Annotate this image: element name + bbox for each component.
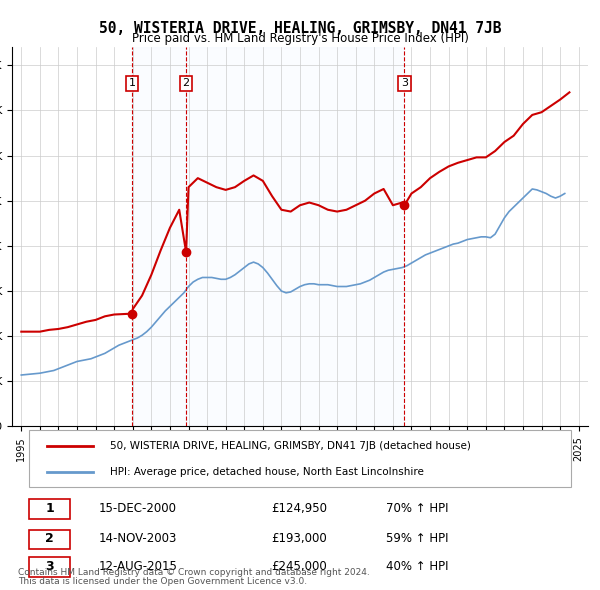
Text: Contains HM Land Registry data © Crown copyright and database right 2024.: Contains HM Land Registry data © Crown c… — [18, 568, 370, 577]
Text: 12-AUG-2015: 12-AUG-2015 — [98, 559, 177, 572]
Text: 70% ↑ HPI: 70% ↑ HPI — [386, 502, 449, 515]
FancyBboxPatch shape — [29, 530, 70, 549]
Text: 14-NOV-2003: 14-NOV-2003 — [98, 532, 177, 545]
Text: 3: 3 — [45, 559, 54, 572]
Text: This data is licensed under the Open Government Licence v3.0.: This data is licensed under the Open Gov… — [18, 577, 307, 586]
Text: 2: 2 — [182, 78, 190, 88]
Text: 1: 1 — [128, 78, 136, 88]
Text: Price paid vs. HM Land Registry's House Price Index (HPI): Price paid vs. HM Land Registry's House … — [131, 32, 469, 45]
Bar — [132, 47, 186, 427]
Text: 3: 3 — [401, 78, 408, 88]
Text: 40% ↑ HPI: 40% ↑ HPI — [386, 559, 449, 572]
Text: 2: 2 — [45, 532, 54, 545]
Text: 50, WISTERIA DRIVE, HEALING, GRIMSBY, DN41 7JB (detached house): 50, WISTERIA DRIVE, HEALING, GRIMSBY, DN… — [110, 441, 471, 451]
FancyBboxPatch shape — [29, 499, 70, 519]
Text: HPI: Average price, detached house, North East Lincolnshire: HPI: Average price, detached house, Nort… — [110, 467, 424, 477]
Text: 1: 1 — [45, 502, 54, 515]
Bar — [186, 47, 404, 427]
FancyBboxPatch shape — [29, 430, 571, 487]
Text: 50, WISTERIA DRIVE, HEALING, GRIMSBY, DN41 7JB: 50, WISTERIA DRIVE, HEALING, GRIMSBY, DN… — [99, 21, 501, 35]
Text: £245,000: £245,000 — [271, 559, 327, 572]
Text: 59% ↑ HPI: 59% ↑ HPI — [386, 532, 449, 545]
Text: £193,000: £193,000 — [271, 532, 327, 545]
Text: £124,950: £124,950 — [271, 502, 327, 515]
Text: 15-DEC-2000: 15-DEC-2000 — [98, 502, 176, 515]
FancyBboxPatch shape — [29, 557, 70, 576]
